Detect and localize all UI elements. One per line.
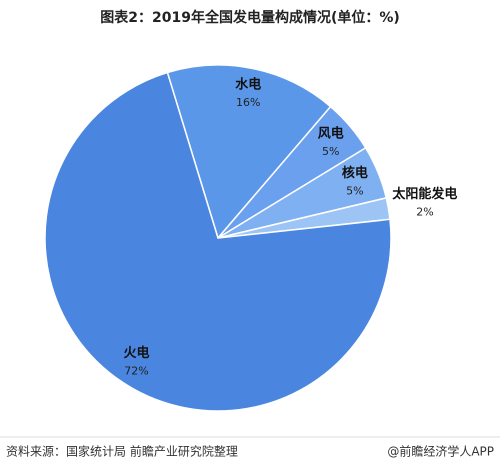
slice-label: 核电	[342, 165, 368, 181]
pie-slice	[166, 64, 332, 240]
credit: @前瞻经济学人APP	[387, 444, 494, 459]
slice-label: 风电	[318, 126, 344, 142]
source: 资料来源：国家统计局 前瞻产业研究院整理	[6, 444, 238, 459]
value-label: 5%	[346, 185, 363, 198]
value-label: 2%	[416, 205, 433, 218]
slice-label: 火电	[124, 345, 150, 361]
chart-title: 图表2：2019年全国发电量构成情况(单位：%)	[100, 9, 400, 26]
slice-label: 水电	[235, 77, 261, 93]
pie-slice	[44, 71, 392, 412]
slice-label: 太阳能发电	[391, 186, 457, 202]
value-label: 72%	[124, 365, 148, 378]
value-label: 5%	[322, 145, 339, 158]
value-label: 16%	[236, 96, 260, 109]
